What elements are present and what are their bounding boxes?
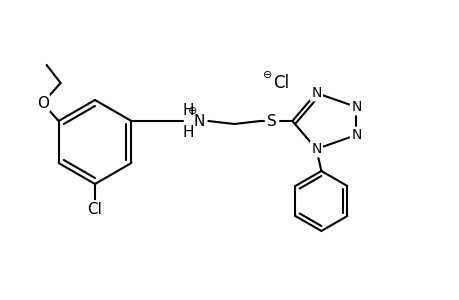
Text: ⊖: ⊖ (262, 70, 271, 80)
Text: Cl: Cl (87, 202, 102, 217)
Text: H: H (182, 124, 194, 140)
Text: ⊕: ⊕ (187, 106, 196, 116)
Text: N: N (310, 142, 321, 156)
Text: N: N (350, 128, 361, 142)
Text: O: O (37, 95, 49, 110)
Text: N: N (310, 86, 321, 100)
Text: S: S (267, 113, 277, 128)
Text: H: H (182, 103, 194, 118)
Text: N: N (193, 113, 205, 128)
Text: N: N (350, 100, 361, 114)
Text: Cl: Cl (273, 74, 289, 92)
